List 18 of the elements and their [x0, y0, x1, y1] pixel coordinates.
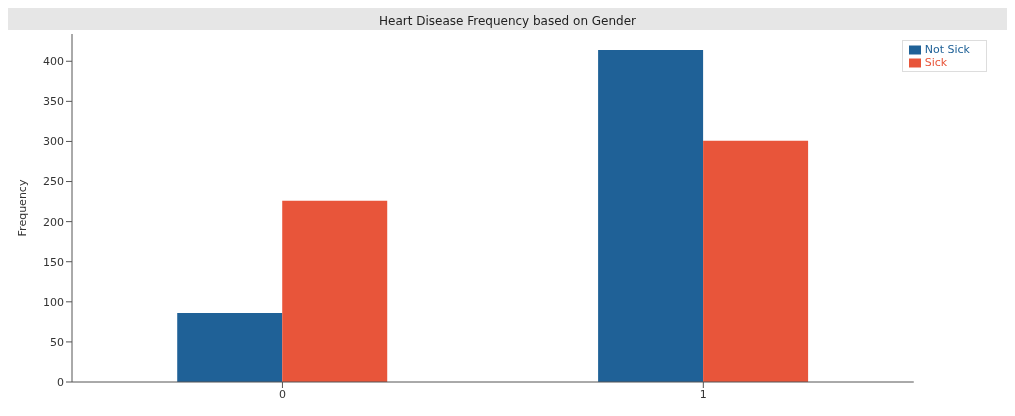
y-tick-label: 350 [43, 95, 64, 109]
y-tick-label: 150 [43, 255, 64, 269]
bar [598, 50, 704, 382]
y-tick-label: 100 [43, 295, 64, 309]
chart-title: Heart Disease Frequency based on Gender [377, 13, 638, 30]
bar [282, 200, 388, 382]
legend-label: Not Sick [924, 43, 970, 56]
y-tick-label: 400 [43, 55, 64, 69]
y-tick-label: 50 [50, 335, 64, 349]
legend-label: Sick [924, 56, 948, 69]
y-tick-label: 300 [43, 135, 64, 149]
bar [703, 140, 809, 382]
x-tick-label: 1 [699, 387, 707, 401]
y-tick-label: 250 [43, 175, 64, 189]
y-tick-label: 200 [43, 215, 64, 229]
bar [177, 313, 283, 382]
y-axis-title: Frequency [15, 179, 29, 237]
y-tick-label: 0 [57, 375, 64, 389]
